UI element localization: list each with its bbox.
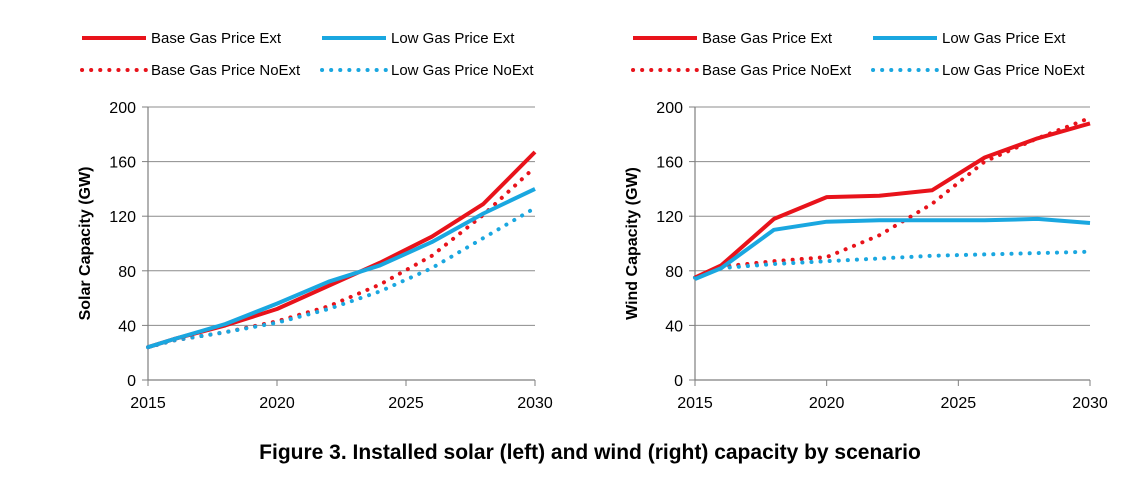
wind-chart: 0 40 80 120 160 200 2015 2020 2025 2030 Wind Capac… [624,30,1108,412]
series-line-low-gas-price-ext [147,187,536,350]
x-tick-label-2020: 2020 [259,395,295,412]
y-axis-label: Solar Capacity (GW) [77,167,94,321]
y-axis-label: Wind Capacity (GW) [624,167,641,320]
legend-label-base-gas-price-ext: Base Gas Price Ext [702,30,833,47]
legend-label-low-gas-price-noext: Low Gas Price NoExt [391,62,534,79]
legend-label-low-gas-price-ext: Low Gas Price Ext [942,30,1066,47]
y-tick-label-0: 0 [127,373,136,390]
x-tick-label-2015: 2015 [130,395,166,412]
x-tick-label-2015: 2015 [677,395,713,412]
series-line-low-gas-price-noext [693,249,1092,280]
legend-label-base-gas-price-ext: Base Gas Price Ext [151,30,282,47]
y-tick-label-80: 80 [118,264,136,281]
y-tick-label-160: 160 [109,155,136,172]
y-tick-label-200: 200 [109,100,136,117]
y-tick-label-160: 160 [656,155,683,172]
y-tick-label-120: 120 [109,209,136,226]
x-tick-label-2025: 2025 [941,395,977,412]
y-tick-label-0: 0 [674,373,683,390]
y-tick-label-120: 120 [656,209,683,226]
series-line-low-gas-price-ext [694,216,1091,281]
series-line-low-gas-price-noext [146,206,537,350]
x-tick-label-2030: 2030 [517,395,553,412]
legend-label-base-gas-price-noext: Base Gas Price NoExt [151,62,301,79]
y-tick-label-40: 40 [118,318,136,335]
y-tick-label-80: 80 [665,264,683,281]
x-tick-label-2030: 2030 [1072,395,1108,412]
legend-label-low-gas-price-noext: Low Gas Price NoExt [942,62,1085,79]
figure-caption: Figure 3. Installed solar (left) and win… [259,441,921,464]
y-tick-label-200: 200 [656,100,683,117]
solar-chart: 0 40 80 120 160 200 2015 2020 2025 2030 Solar Capa… [77,30,553,412]
legend-label-low-gas-price-ext: Low Gas Price Ext [391,30,515,47]
series-line-base-gas-price-noext [146,165,537,350]
x-tick-label-2025: 2025 [388,395,424,412]
y-tick-label-40: 40 [665,318,683,335]
legend-label-base-gas-price-noext: Base Gas Price NoExt [702,62,852,79]
series-line-base-gas-price-ext [694,121,1091,280]
series-line-base-gas-price-ext [147,150,537,350]
x-tick-label-2020: 2020 [809,395,845,412]
